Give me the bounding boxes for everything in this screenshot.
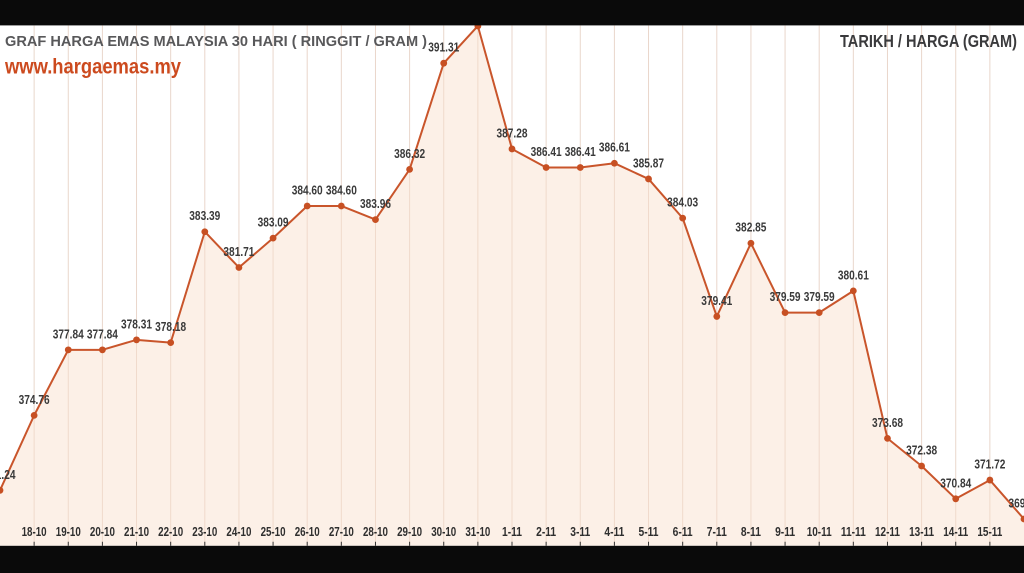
svg-text:373.68: 373.68 <box>872 416 903 430</box>
svg-text:8-11: 8-11 <box>741 525 761 539</box>
svg-text:26-10: 26-10 <box>295 525 320 539</box>
svg-text:379.41: 379.41 <box>701 294 732 308</box>
svg-text:1-11: 1-11 <box>502 525 522 539</box>
svg-text:370.84: 370.84 <box>940 476 971 490</box>
svg-text:383.96: 383.96 <box>360 197 391 211</box>
svg-text:386.41: 386.41 <box>565 145 596 159</box>
svg-text:25-10: 25-10 <box>261 525 286 539</box>
svg-text:24-10: 24-10 <box>226 525 251 539</box>
svg-text:369.89: 369.89 <box>1009 497 1024 511</box>
svg-text:391.31: 391.31 <box>428 41 459 55</box>
svg-text:28-10: 28-10 <box>363 525 388 539</box>
svg-text:30-10: 30-10 <box>431 525 456 539</box>
svg-text:386.61: 386.61 <box>599 141 630 155</box>
svg-text:20-10: 20-10 <box>90 525 115 539</box>
svg-text:387.28: 387.28 <box>497 126 528 140</box>
svg-text:13-11: 13-11 <box>909 525 934 539</box>
svg-text:385.87: 385.87 <box>633 156 664 170</box>
svg-text:2-11: 2-11 <box>536 525 556 539</box>
svg-text:www.hargaemas.my: www.hargaemas.my <box>4 56 181 79</box>
svg-text:371.24: 371.24 <box>0 468 16 482</box>
svg-text:7-11: 7-11 <box>707 525 727 539</box>
svg-text:378.31: 378.31 <box>121 317 152 331</box>
svg-text:379.59: 379.59 <box>770 290 801 304</box>
svg-text:371.72: 371.72 <box>974 458 1005 472</box>
svg-text:378.18: 378.18 <box>155 320 186 334</box>
svg-text:383.09: 383.09 <box>258 216 289 230</box>
svg-text:384.03: 384.03 <box>667 196 698 210</box>
svg-text:379.59: 379.59 <box>804 290 835 304</box>
svg-text:381.71: 381.71 <box>223 245 254 259</box>
svg-text:23-10: 23-10 <box>192 525 217 539</box>
svg-text:3-11: 3-11 <box>570 525 590 539</box>
svg-text:14-11: 14-11 <box>943 525 968 539</box>
svg-text:22-10: 22-10 <box>158 525 183 539</box>
svg-text:377.84: 377.84 <box>87 327 118 341</box>
svg-text:383.39: 383.39 <box>189 209 220 223</box>
svg-text:11-11: 11-11 <box>841 525 866 539</box>
svg-text:TARIKH / HARGA (GRAM): TARIKH / HARGA (GRAM) <box>840 31 1017 51</box>
svg-text:384.60: 384.60 <box>292 183 323 197</box>
svg-text:27-10: 27-10 <box>329 525 354 539</box>
svg-text:9-11: 9-11 <box>775 525 795 539</box>
svg-text:386.32: 386.32 <box>394 147 425 161</box>
svg-text:31-10: 31-10 <box>465 525 490 539</box>
svg-text:372.38: 372.38 <box>906 444 937 458</box>
svg-text:12-11: 12-11 <box>875 525 900 539</box>
svg-text:374.76: 374.76 <box>19 393 50 407</box>
svg-text:380.61: 380.61 <box>838 268 869 282</box>
svg-text:19-10: 19-10 <box>56 525 81 539</box>
svg-text:382.85: 382.85 <box>735 221 766 235</box>
svg-text:29-10: 29-10 <box>397 525 422 539</box>
svg-text:6-11: 6-11 <box>673 525 693 539</box>
svg-text:15-11: 15-11 <box>977 525 1002 539</box>
svg-text:10-11: 10-11 <box>807 525 832 539</box>
svg-text:GRAF HARGA EMAS MALAYSIA 30 HA: GRAF HARGA EMAS MALAYSIA 30 HARI ( RINGG… <box>5 33 427 50</box>
svg-text:5-11: 5-11 <box>639 525 659 539</box>
svg-text:21-10: 21-10 <box>124 525 149 539</box>
svg-text:377.84: 377.84 <box>53 327 84 341</box>
svg-text:384.60: 384.60 <box>326 183 357 197</box>
svg-text:18-10: 18-10 <box>22 525 47 539</box>
svg-text:4-11: 4-11 <box>604 525 624 539</box>
svg-text:386.41: 386.41 <box>531 145 562 159</box>
